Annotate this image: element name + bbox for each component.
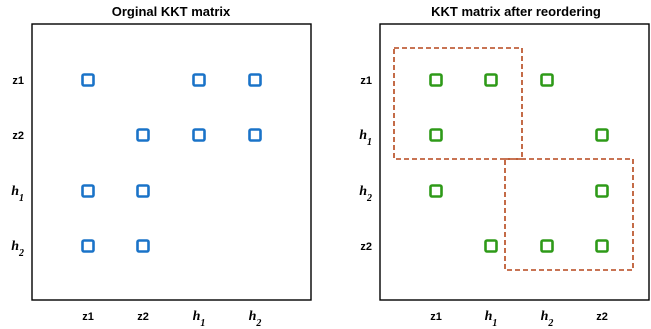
- reordered-diagonal-block-2: [504, 158, 634, 271]
- reordered-row-label-2: h1: [359, 128, 372, 148]
- original-matrix-panel: Orginal KKT matrix z1 z2 h1 h2 z1 z2 h1 h2: [11, 4, 312, 329]
- original-nonzero-marker: [136, 239, 150, 253]
- reordered-col-label-2: h1: [485, 309, 498, 329]
- original-matrix-frame: [31, 23, 312, 301]
- reordered-nonzero-marker: [595, 184, 609, 198]
- original-nonzero-marker: [81, 184, 95, 198]
- original-col-label-2: z2: [137, 311, 149, 323]
- reordered-col-label-4: z2: [596, 311, 608, 323]
- original-nonzero-marker: [192, 128, 206, 142]
- original-nonzero-marker: [81, 73, 95, 87]
- reordered-nonzero-marker: [484, 73, 498, 87]
- original-row-label-4: h2: [11, 239, 24, 259]
- original-col-label-4: h2: [249, 309, 262, 329]
- reordered-matrix-frame: [379, 23, 650, 301]
- reordered-diagonal-block-1: [393, 47, 523, 160]
- reordered-col-label-1: z1: [430, 311, 442, 323]
- reordered-row-label-3: h2: [359, 184, 372, 204]
- original-nonzero-marker: [248, 73, 262, 87]
- reordered-row-label-4: z2: [360, 241, 372, 253]
- original-row-label-2: z2: [12, 130, 24, 142]
- reordered-nonzero-marker: [429, 73, 443, 87]
- reordered-nonzero-marker: [429, 184, 443, 198]
- reordered-nonzero-marker: [595, 239, 609, 253]
- original-matrix-title: Orginal KKT matrix: [112, 4, 231, 19]
- original-col-label-1: z1: [82, 311, 94, 323]
- original-nonzero-marker: [192, 73, 206, 87]
- original-row-label-1: z1: [12, 75, 24, 87]
- original-nonzero-marker: [136, 184, 150, 198]
- reordered-nonzero-marker: [484, 239, 498, 253]
- reordered-col-label-3: h2: [541, 309, 554, 329]
- reordered-nonzero-marker: [429, 128, 443, 142]
- original-col-label-3: h1: [193, 309, 206, 329]
- reordered-nonzero-marker: [595, 128, 609, 142]
- original-nonzero-marker: [136, 128, 150, 142]
- original-nonzero-marker: [248, 128, 262, 142]
- reordered-nonzero-marker: [540, 239, 554, 253]
- reordered-matrix-panel: KKT matrix after reordering z1 h1 h2 z2 z1 h1…: [359, 4, 650, 329]
- reordered-row-label-1: z1: [360, 75, 372, 87]
- original-row-label-3: h1: [11, 184, 24, 204]
- reordered-matrix-title: KKT matrix after reordering: [431, 4, 601, 19]
- original-nonzero-marker: [81, 239, 95, 253]
- reordered-nonzero-marker: [540, 73, 554, 87]
